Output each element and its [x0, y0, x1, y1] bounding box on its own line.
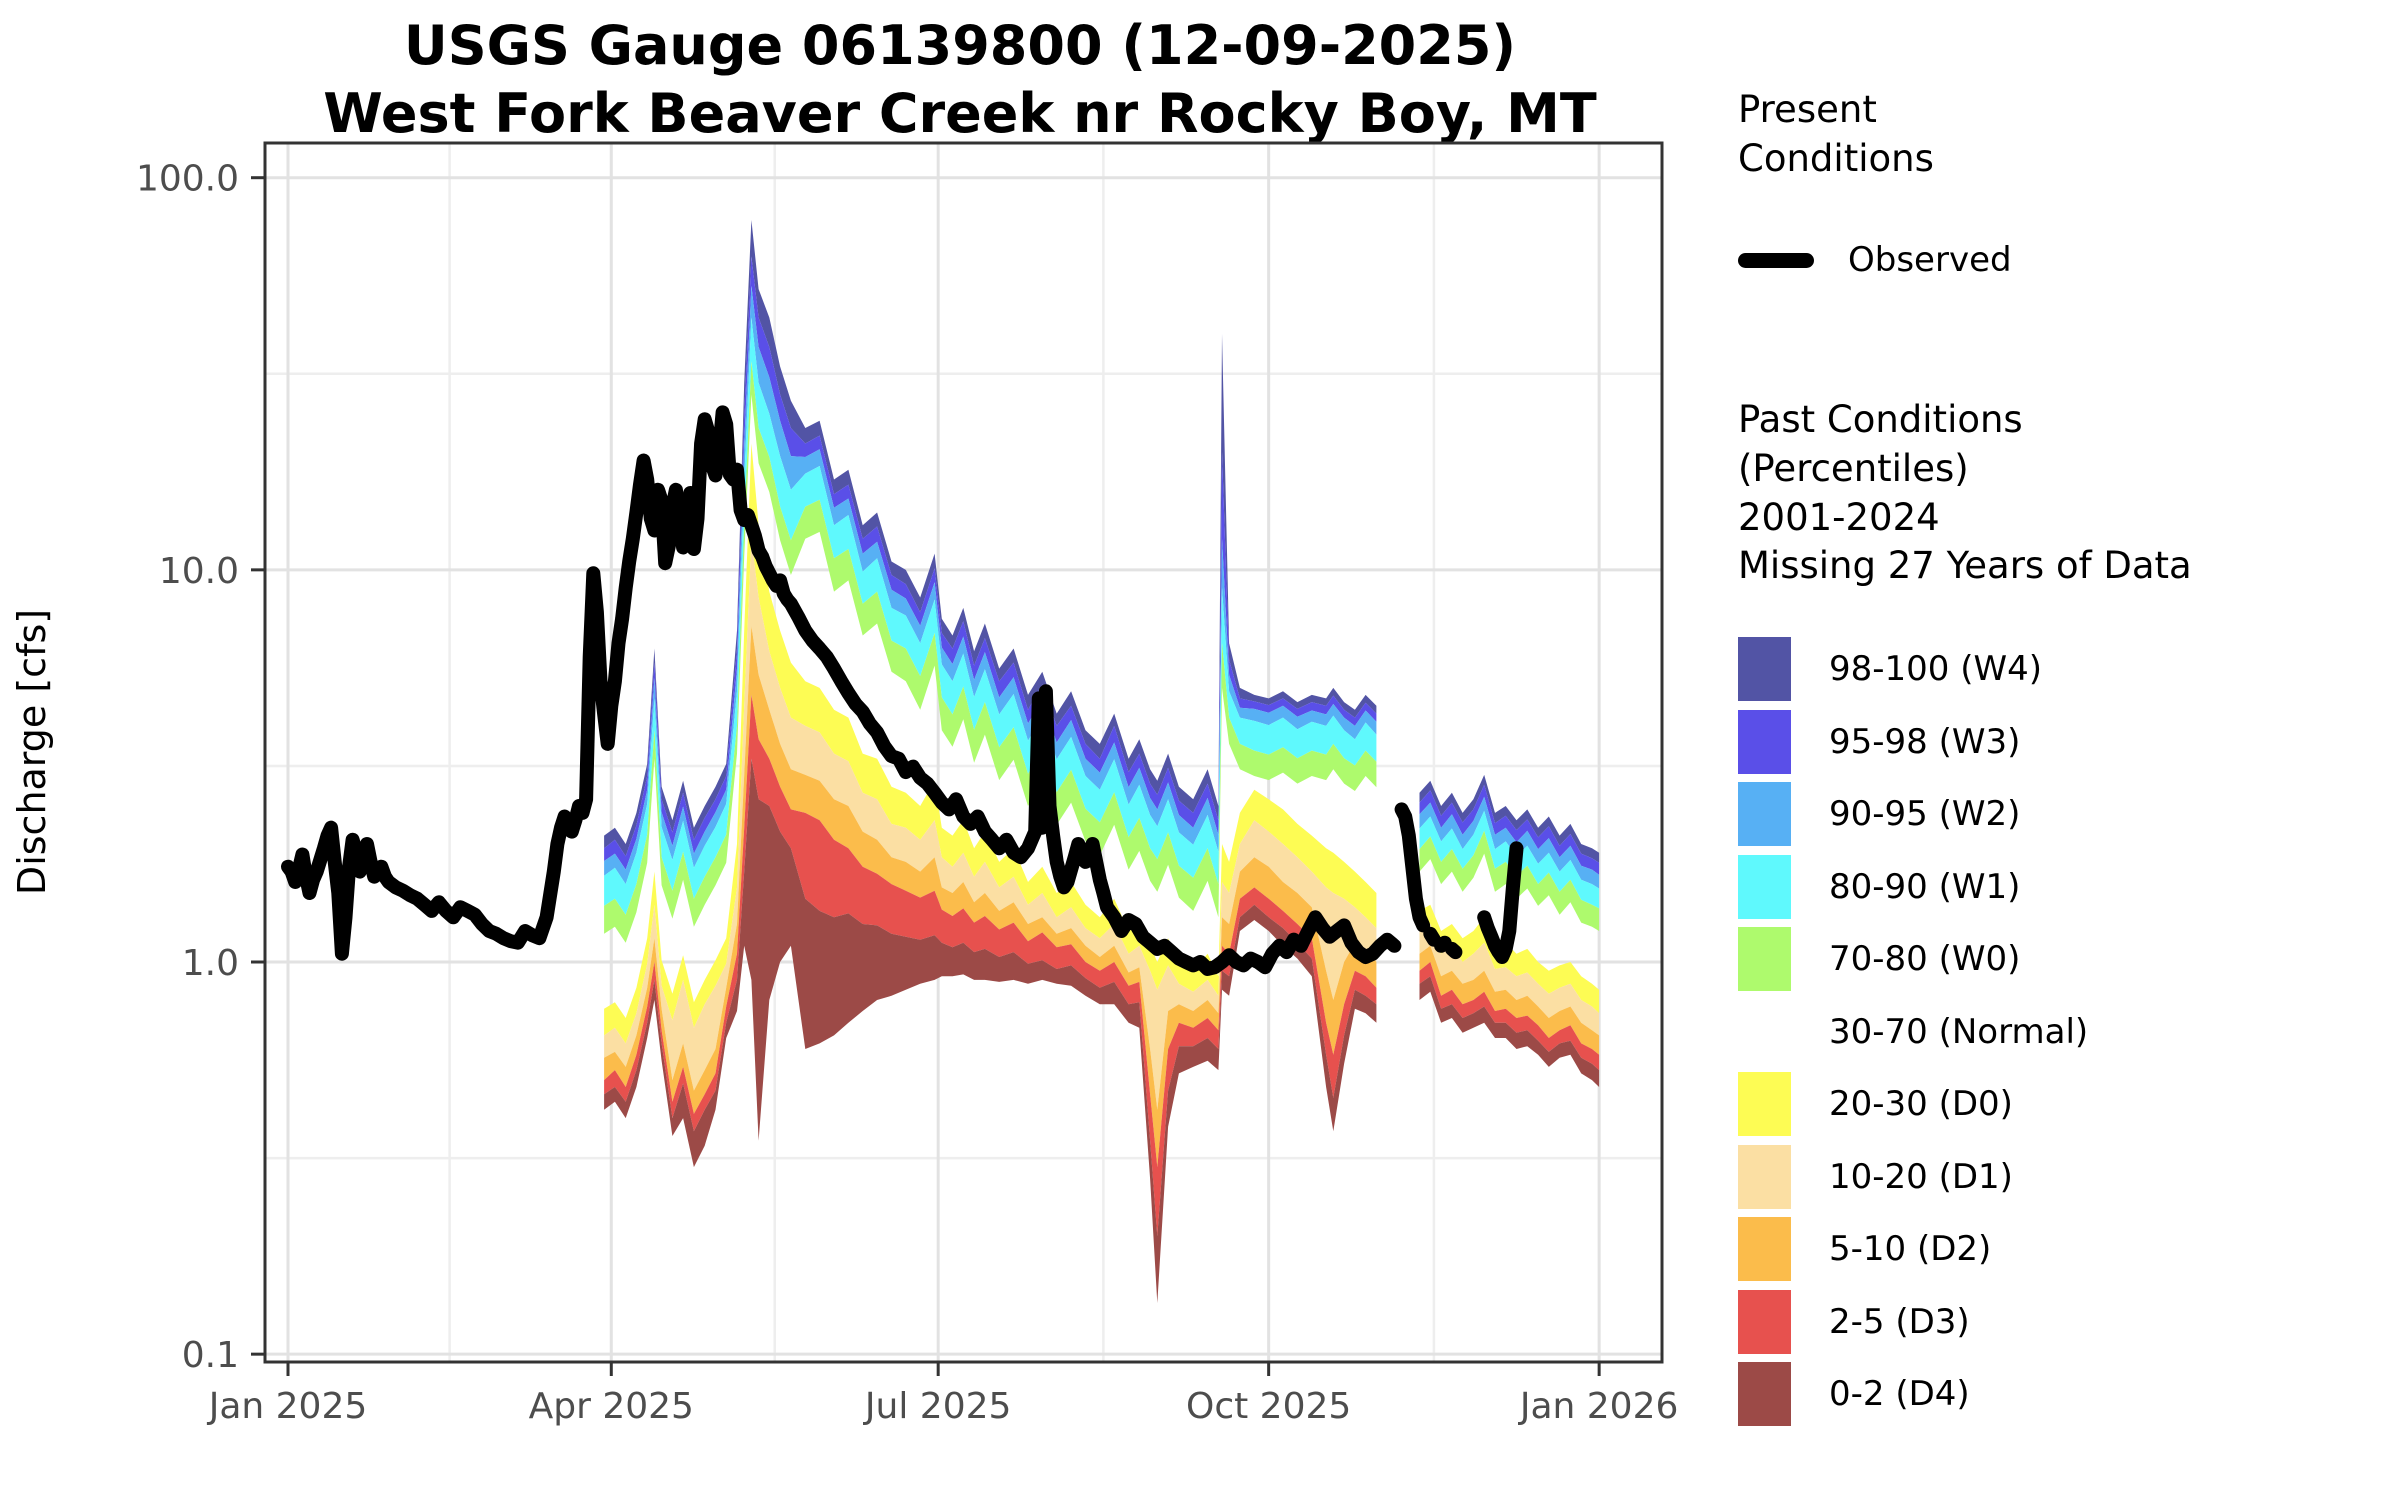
legend-swatch-blank	[1738, 1000, 1791, 1064]
chart-title-line1: USGS Gauge 06139800 (12-09-2025)	[403, 14, 1517, 77]
axes: Jan 2025 Apr 2025 Jul 2025 Oct 2025 Jan 2026…	[136, 159, 1678, 1427]
legend-item-label: 5-10 (D2)	[1829, 1229, 1992, 1270]
observed-line	[281, 405, 1524, 976]
legend-item: 20-30 (D0)	[1738, 1068, 2393, 1141]
legend-item-label: 98-100 (W4)	[1829, 649, 2043, 690]
legend-item: 0-2 (D4)	[1738, 1358, 2393, 1431]
percentile-band-95-98-w3-	[604, 256, 1600, 875]
legend-item-label: 10-20 (D1)	[1829, 1156, 2013, 1197]
observed-legend-item: Observed	[1738, 240, 2012, 280]
legend-item: 98-100 (W4)	[1738, 633, 2393, 706]
legend-item-label: 90-95 (W2)	[1829, 794, 2021, 835]
legend-items: 98-100 (W4) 95-98 (W3) 90-95 (W2) 80-90 (W1…	[1738, 633, 2393, 1431]
percentile-band-80-90-w1-	[604, 317, 1600, 915]
y-tick-label: 0.1	[182, 1335, 239, 1376]
legend-swatch	[1738, 1072, 1791, 1137]
legend-past-title: Past Conditions (Percentiles) 2001-2024 …	[1738, 398, 2192, 588]
chart-title: USGS Gauge 06139800 (12-09-2025) West Fo…	[240, 12, 1680, 148]
percentile-band-0-2-d4-	[604, 758, 1600, 1303]
legend-item: 90-95 (W2)	[1738, 778, 2393, 851]
x-tick-label: Jan 2025	[207, 1386, 368, 1427]
legend-item-label: 2-5 (D3)	[1829, 1301, 1970, 1342]
y-tick-label: 1.0	[182, 943, 239, 984]
x-tick-label: Apr 2025	[529, 1386, 694, 1427]
legend-item-label: 30-70 (Normal)	[1829, 1011, 2089, 1052]
legend-item: 80-90 (W1)	[1738, 851, 2393, 924]
legend-item: 95-98 (W3)	[1738, 706, 2393, 779]
x-tick-label: Jul 2025	[863, 1386, 1012, 1427]
legend-item-label: 70-80 (W0)	[1829, 939, 2021, 980]
legend-present-title: Present Conditions	[1738, 88, 1934, 180]
legend-item: 5-10 (D2)	[1738, 1213, 2393, 1286]
legend-swatch	[1738, 1362, 1791, 1427]
panel-border	[263, 141, 1664, 1364]
grid-major	[265, 143, 1662, 1362]
legend-item-label: 20-30 (D0)	[1829, 1084, 2013, 1125]
legend-item: 2-5 (D3)	[1738, 1286, 2393, 1359]
legend-item-label: 95-98 (W3)	[1829, 721, 2021, 762]
legend-swatch	[1738, 854, 1791, 919]
observed-legend-label: Observed	[1848, 240, 2012, 280]
observed-line-swatch	[1738, 252, 1814, 268]
legend-swatch	[1738, 927, 1791, 992]
legend-swatch	[1738, 709, 1791, 774]
legend-item: 30-70 (Normal)	[1738, 996, 2393, 1069]
y-tick-label: 100.0	[136, 159, 239, 200]
percentile-band-10-20-d1-	[604, 538, 1600, 1110]
percentile-band-20-30-d0-	[604, 443, 1600, 1044]
x-tick-label: Oct 2025	[1186, 1386, 1351, 1427]
legend-swatch	[1738, 1217, 1791, 1282]
legend-item: 70-80 (W0)	[1738, 923, 2393, 996]
legend-swatch	[1738, 782, 1791, 847]
legend-item: 10-20 (D1)	[1738, 1141, 2393, 1214]
legend-swatch	[1738, 1144, 1791, 1209]
chart-title-line2: West Fork Beaver Creek nr Rocky Boy, MT	[323, 82, 1597, 146]
x-tick-label: Jan 2026	[1518, 1386, 1679, 1427]
plot-panel	[265, 143, 1662, 1362]
percentile-band-70-80-w0-	[604, 361, 1600, 943]
legend-swatch	[1738, 1289, 1791, 1354]
legend-item-label: 80-90 (W1)	[1829, 866, 2021, 907]
y-tick-label: 10.0	[159, 551, 239, 592]
percentile-bands	[604, 220, 1600, 1303]
legend-item-label: 0-2 (D4)	[1829, 1374, 1970, 1415]
legend-swatch	[1738, 637, 1791, 702]
